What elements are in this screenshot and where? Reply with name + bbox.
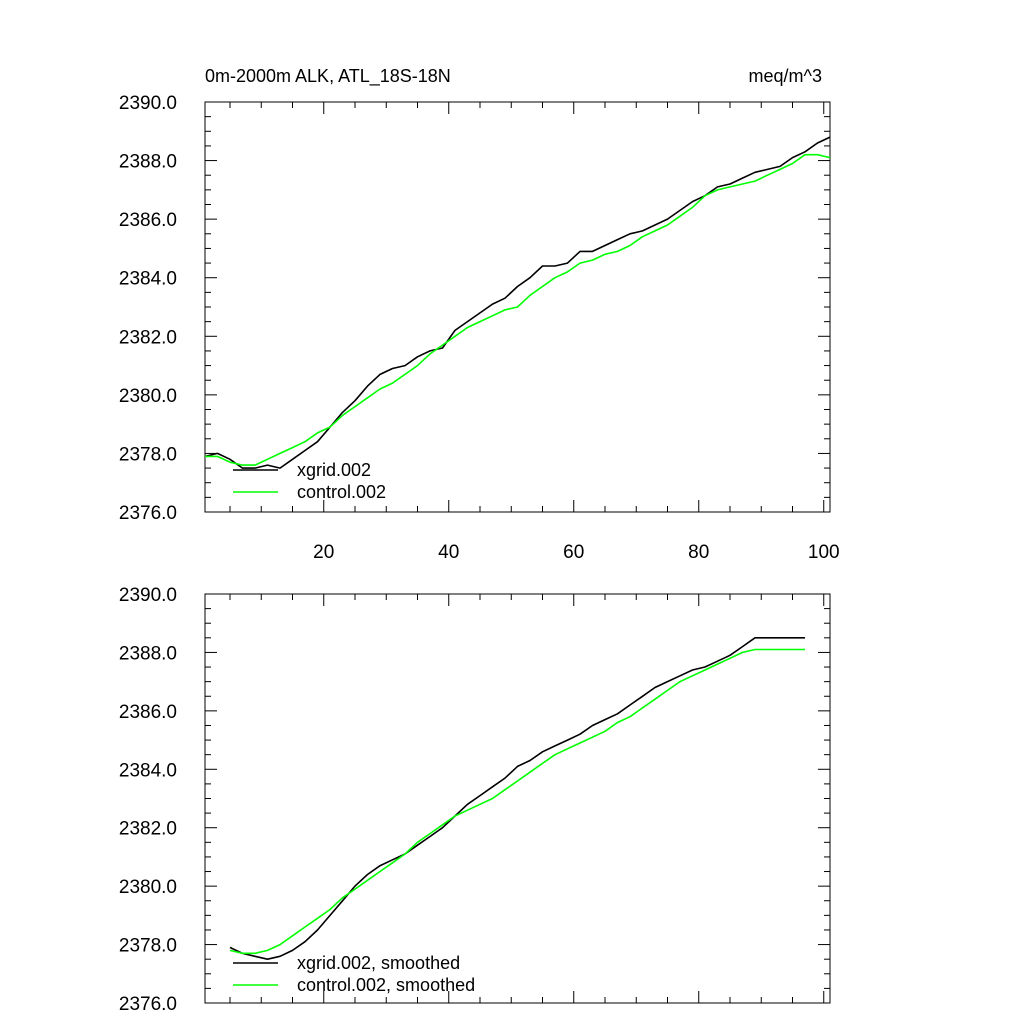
y-tick-label: 2388.0	[119, 643, 177, 664]
y-tick-label: 2382.0	[119, 327, 177, 348]
bottom-panel: 2376.0 2378.0 2380.0 2382.0 2384.0 2386.0 2388…	[119, 585, 831, 1015]
y-tick-label: 2386.0	[119, 702, 177, 723]
x-tick-label: 20	[313, 542, 334, 563]
y-tick-label: 2376.0	[119, 994, 177, 1015]
chart-title: 0m-2000m ALK, ATL_18S-18N	[205, 66, 451, 87]
series-line-control-002	[205, 153, 831, 466]
legend-label: control.002	[297, 482, 386, 502]
y-tick-label: 2390.0	[119, 93, 177, 114]
y-tick-label: 2380.0	[119, 386, 177, 407]
y-tick-label: 2384.0	[119, 760, 177, 781]
x-tick-label: 80	[688, 542, 709, 563]
y-tick-label: 2386.0	[119, 210, 177, 231]
legend-label: xgrid.002	[297, 460, 371, 480]
x-tick-label: 40	[438, 542, 459, 563]
y-tick-label: 2390.0	[119, 585, 177, 606]
y-tick-label: 2384.0	[119, 269, 177, 290]
series-line-xgrid-002	[204, 136, 831, 469]
y-tick-label: 2380.0	[119, 877, 177, 898]
y-tick-label: 2388.0	[119, 152, 177, 173]
x-tick-label: 60	[563, 542, 584, 563]
y-tick-label: 2378.0	[119, 444, 177, 465]
series-line-control-002-smoothed	[229, 648, 805, 955]
top-panel: 0m-2000m ALK, ATL_18S-18N meq/m^3 2376.0…	[119, 66, 840, 563]
chart-units: meq/m^3	[749, 66, 822, 86]
legend-label: control.002, smoothed	[297, 975, 475, 995]
y-tick-label: 2382.0	[119, 819, 177, 840]
x-tick-label: 100	[808, 542, 840, 563]
series-line-xgrid-002-smoothed	[229, 636, 805, 961]
y-tick-label: 2376.0	[119, 503, 177, 524]
legend-label: xgrid.002, smoothed	[297, 953, 460, 973]
y-tick-label: 2378.0	[119, 936, 177, 957]
